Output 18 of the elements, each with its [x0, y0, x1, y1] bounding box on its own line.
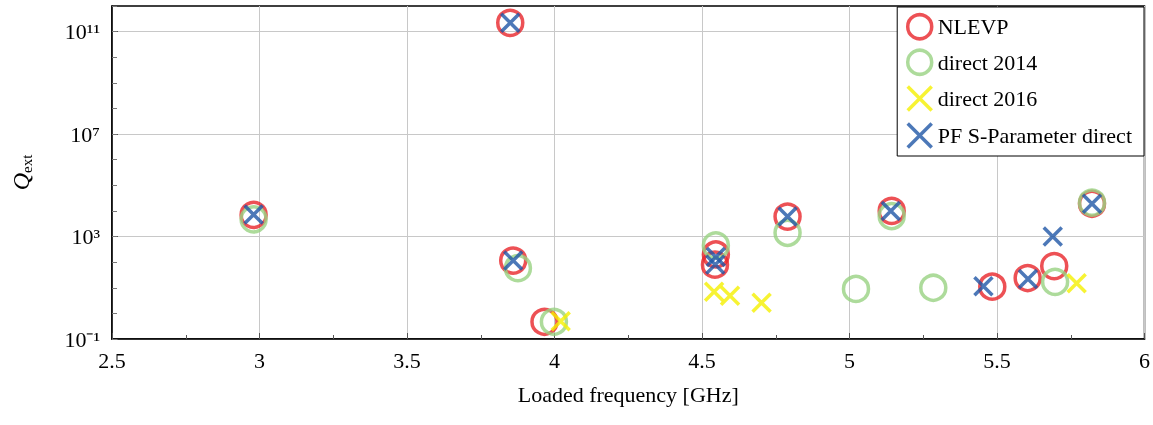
x-tick-label: 3 — [254, 347, 265, 373]
x-tick-label: 2.5 — [98, 347, 126, 373]
x-tick-label: 3.5 — [393, 347, 421, 373]
legend-label: direct 2016 — [937, 86, 1038, 111]
y-tick-label: 10⁻¹ — [64, 326, 100, 352]
y-tick-label: 10⁷ — [70, 121, 100, 147]
legend-label: direct 2014 — [937, 49, 1038, 75]
x-axis-title: Loaded frequency [GHz] — [517, 381, 739, 407]
legend-label: PF S-Parameter direct — [937, 123, 1133, 148]
x-tick-label: 5 — [844, 347, 855, 373]
x-tick-label: 5.5 — [983, 347, 1011, 373]
x-tick-label: 6 — [1139, 347, 1150, 373]
x-tick-label: 4.5 — [688, 347, 716, 373]
y-tick-label: 10³ — [71, 224, 101, 250]
x-tick-label: 4 — [549, 347, 560, 373]
y-axis-title: Qext — [7, 153, 35, 191]
legend-label: NLEVP — [937, 14, 1009, 40]
y-tick-label: 10¹¹ — [64, 19, 100, 45]
